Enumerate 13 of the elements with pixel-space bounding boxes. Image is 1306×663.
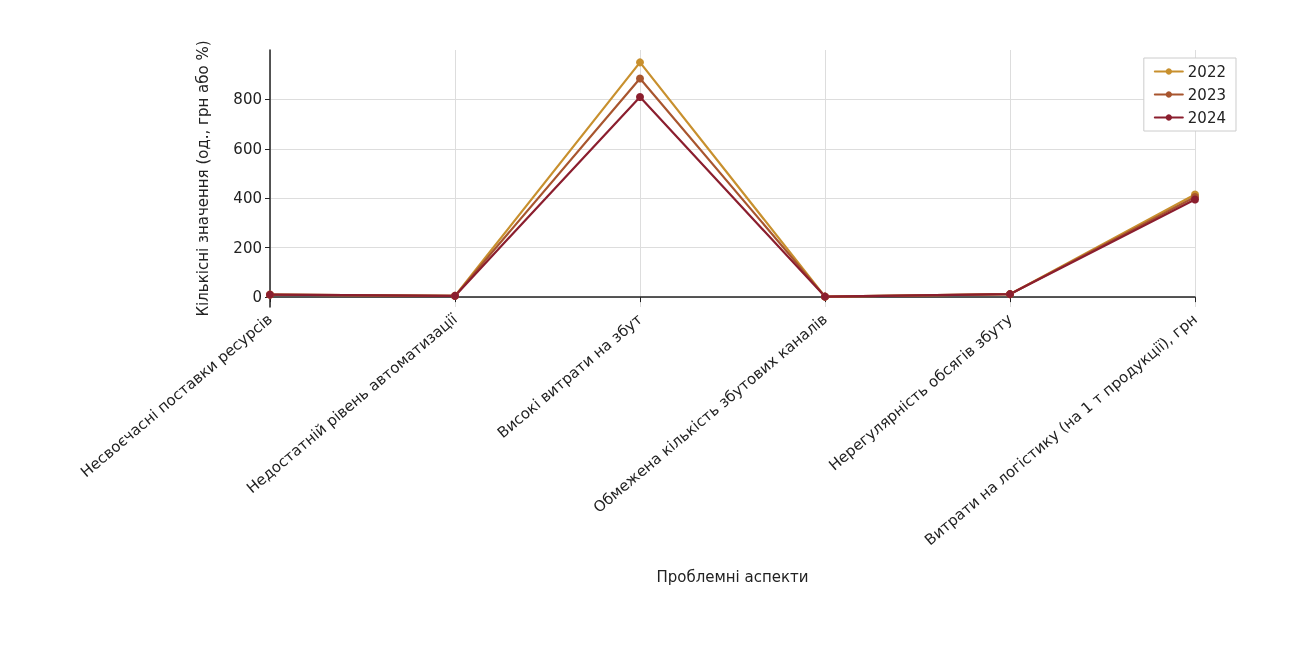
legend-label: 2022 bbox=[1187, 62, 1227, 81]
y-tick-label: 600 bbox=[233, 139, 262, 158]
point bbox=[636, 92, 644, 101]
point bbox=[636, 58, 644, 67]
y-axis-title: Кількісні значення (од., грн або %) bbox=[193, 40, 212, 317]
legend-label: 2023 bbox=[1187, 85, 1227, 104]
y-tick-label: 800 bbox=[233, 90, 262, 109]
legend-label: 2024 bbox=[1187, 108, 1227, 127]
point bbox=[636, 74, 644, 83]
y-tick-label: 0 bbox=[252, 288, 262, 307]
y-tick-label: 200 bbox=[233, 238, 262, 257]
y-tick-label: 400 bbox=[233, 189, 262, 208]
x-axis-title: Проблемні аспекти bbox=[656, 567, 809, 586]
